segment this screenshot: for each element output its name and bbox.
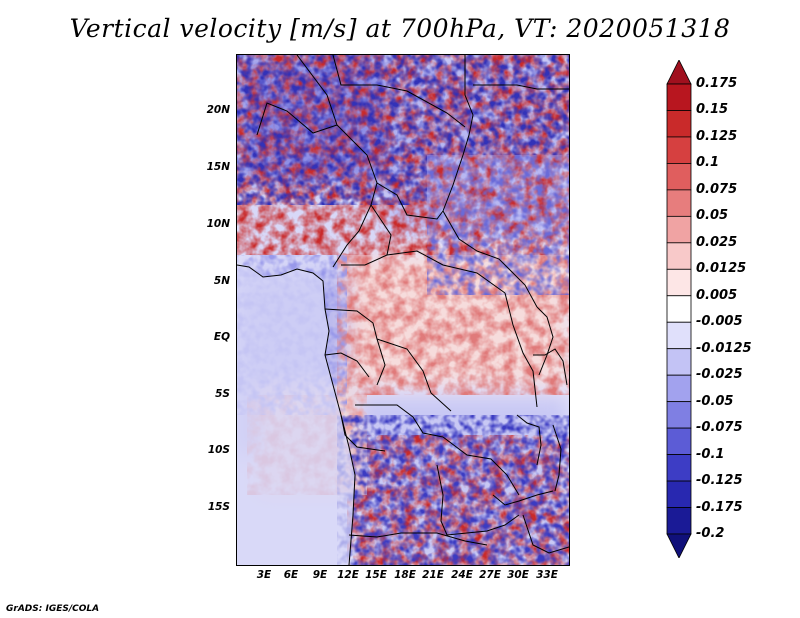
lon-tick-21e: 21E — [422, 569, 444, 581]
colorbar-label: 0.075 — [696, 181, 738, 197]
colorbar-label: -0.005 — [696, 314, 743, 330]
colorbar-segment — [666, 427, 692, 455]
lon-tick-18e: 18E — [394, 569, 416, 581]
colorbar-label: -0.025 — [696, 367, 743, 383]
colorbar-label: -0.175 — [696, 499, 743, 515]
colorbar-label: -0.05 — [696, 393, 734, 409]
colorbar-label: -0.075 — [696, 420, 743, 436]
map-title: Vertical velocity [m/s] at 700hPa, VT: 2… — [69, 14, 731, 43]
colorbar-label: 0.0125 — [696, 261, 747, 277]
lat-tick-15s: 15S — [207, 501, 230, 513]
colorbar-label: 0.125 — [696, 128, 738, 144]
colorbar-label: 0.005 — [696, 287, 738, 303]
colorbar-label: -0.1 — [696, 446, 725, 462]
colorbar-segment — [666, 242, 692, 270]
colorbar-top-arrow — [666, 60, 692, 85]
colorbar-label: -0.125 — [696, 473, 743, 489]
colorbar-segments — [666, 60, 692, 558]
lon-tick-27e: 27E — [479, 569, 501, 581]
colorbar-segment — [666, 348, 692, 376]
colorbar-segment — [666, 163, 692, 191]
colorbar-segment — [666, 83, 692, 111]
lon-tick-24e: 24E — [451, 569, 473, 581]
colorbar-segment — [666, 215, 692, 244]
colorbar-label: -0.0125 — [696, 340, 752, 356]
colorbar-segment — [666, 189, 692, 217]
lat-tick-5s: 5S — [215, 388, 230, 400]
lat-tick-10n: 10N — [206, 218, 230, 230]
colorbar-label: 0.05 — [696, 208, 729, 224]
map-panel — [236, 54, 570, 566]
colorbar-segment — [666, 321, 692, 350]
colorbar-segment — [666, 268, 692, 297]
colorbar-label: 0.025 — [696, 234, 738, 250]
vertical-velocity-field — [237, 55, 569, 565]
colorbar-segment — [666, 454, 692, 482]
grads-credit: GrADS: IGES/COLA — [6, 604, 100, 614]
lat-tick-10s: 10S — [207, 444, 230, 456]
lon-tick-15e: 15E — [365, 569, 387, 581]
lon-tick-6e: 6E — [283, 569, 299, 581]
colorbar-segment — [666, 374, 692, 403]
colorbar-bottom-arrow — [666, 533, 692, 558]
colorbar-segment — [666, 110, 692, 138]
colorbar-segment — [666, 295, 692, 323]
colorbar-label: 0.15 — [696, 102, 729, 118]
country-borders — [237, 55, 569, 565]
colorbar-label: 0.175 — [696, 76, 738, 91]
colorbar-segment — [666, 480, 692, 508]
lon-tick-33e: 33E — [536, 569, 558, 581]
lat-tick-5n: 5N — [213, 275, 230, 287]
lat-tick-eq: EQ — [213, 331, 230, 343]
lon-tick-12e: 12E — [337, 569, 359, 581]
colorbar-segment — [666, 401, 692, 429]
ocean-area — [237, 265, 355, 565]
lon-tick-3e: 3E — [256, 569, 272, 581]
colorbar-segment — [666, 507, 692, 535]
lon-tick-9e: 9E — [312, 569, 328, 581]
colorbar-label: -0.2 — [696, 526, 725, 541]
colorbar — [666, 60, 692, 558]
colorbar-label: 0.1 — [696, 155, 720, 171]
lon-tick-30e: 30E — [507, 569, 529, 581]
lat-tick-15n: 15N — [206, 161, 230, 173]
colorbar-segment — [666, 136, 692, 164]
lat-tick-20n: 20N — [206, 104, 230, 116]
